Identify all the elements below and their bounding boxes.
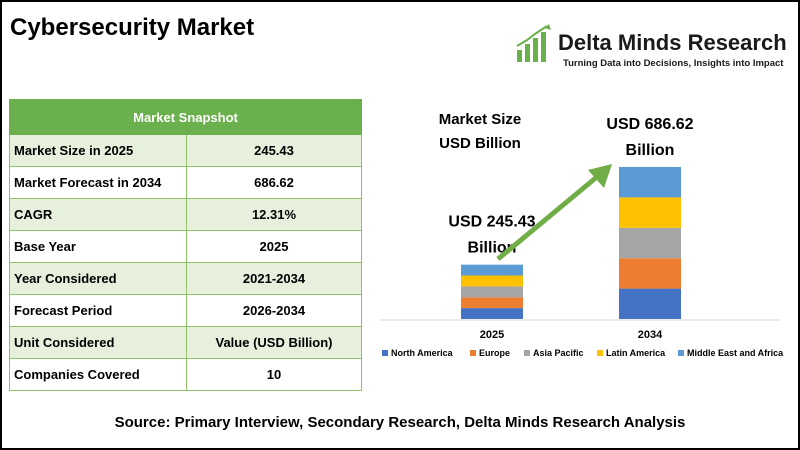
row-value: 12.31% bbox=[186, 198, 362, 231]
row-label: Base Year bbox=[9, 230, 187, 263]
bar-segment-2034-3 bbox=[619, 197, 681, 228]
row-label: Companies Covered bbox=[9, 358, 187, 391]
row-label: CAGR bbox=[9, 198, 187, 231]
table-row: Market Size in 2025 245.43 bbox=[9, 134, 362, 167]
x-tick-2025: 2025 bbox=[480, 329, 504, 341]
brand-block: Delta Minds Research Turning Data into D… bbox=[515, 20, 795, 76]
row-label: Year Considered bbox=[9, 262, 187, 295]
legend-swatch-2 bbox=[524, 350, 530, 356]
row-value: 686.62 bbox=[186, 166, 362, 199]
bar-segment-2025-2 bbox=[461, 286, 523, 298]
row-label: Unit Considered bbox=[9, 326, 187, 359]
bar-segment-2025-4 bbox=[461, 264, 523, 276]
source-note: Source: Primary Interview, Secondary Res… bbox=[114, 414, 686, 431]
legend-label-4: Middle East and Africa bbox=[687, 348, 784, 358]
row-label: Market Forecast in 2034 bbox=[9, 166, 187, 199]
legend-label-3: Latin America bbox=[606, 348, 666, 358]
row-value: 2025 bbox=[186, 230, 362, 263]
table-row: Market Forecast in 2034 686.62 bbox=[9, 166, 362, 199]
bar-segment-2025-1 bbox=[461, 297, 523, 309]
brand-tagline: Turning Data into Decisions, Insights in… bbox=[563, 58, 784, 69]
legend-swatch-4 bbox=[678, 350, 684, 356]
row-value: 245.43 bbox=[186, 134, 362, 167]
legend-swatch-1 bbox=[470, 350, 476, 356]
legend-swatch-0 bbox=[382, 350, 388, 356]
row-value: Value (USD Billion) bbox=[186, 326, 362, 359]
legend-swatch-3 bbox=[597, 350, 603, 356]
total-label-2025-line-0: USD 245.43 bbox=[448, 214, 535, 231]
bar-segment-2034-0 bbox=[619, 288, 681, 319]
row-value: 2021-2034 bbox=[186, 262, 362, 295]
growth-arrow bbox=[496, 164, 612, 261]
snapshot-header: Market Snapshot bbox=[9, 99, 362, 135]
table-row: Base Year 2025 bbox=[9, 230, 362, 263]
total-label-2034-line-1: Billion bbox=[626, 142, 675, 159]
table-row: Forecast Period 2026-2034 bbox=[9, 294, 362, 327]
legend-label-0: North America bbox=[391, 348, 454, 358]
legend-label-1: Europe bbox=[479, 348, 510, 358]
market-size-chart: Market Size USD Billion USD 245.43 Billio… bbox=[380, 111, 784, 358]
row-label: Market Size in 2025 bbox=[9, 134, 187, 167]
chart-legend: North America Europe Asia Pacific Latin Ame… bbox=[382, 348, 784, 358]
x-tick-2034: 2034 bbox=[638, 329, 663, 341]
total-label-2034-line-0: USD 686.62 bbox=[606, 116, 693, 133]
bar-segment-2034-4 bbox=[619, 166, 681, 198]
bar-growth-logo-icon bbox=[516, 24, 551, 62]
table-row: Companies Covered 10 bbox=[9, 358, 362, 391]
bar-segment-2034-1 bbox=[619, 258, 681, 289]
chart-title-line-1: Market Size bbox=[439, 111, 522, 128]
chart-title-line-2: USD Billion bbox=[439, 135, 521, 152]
brand-name: Delta Minds Research bbox=[558, 30, 787, 55]
row-label: Forecast Period bbox=[9, 294, 187, 327]
row-value: 2026-2034 bbox=[186, 294, 362, 327]
table-row: Year Considered 2021-2034 bbox=[9, 262, 362, 295]
bar-segment-2025-0 bbox=[461, 308, 523, 319]
table-row: CAGR 12.31% bbox=[9, 198, 362, 231]
market-snapshot-table: Market Snapshot Market Size in 2025 245.… bbox=[9, 99, 362, 391]
bar-segment-2025-3 bbox=[461, 275, 523, 287]
row-value: 10 bbox=[186, 358, 362, 391]
x-tick-group: 2025 2034 bbox=[480, 329, 663, 341]
page-title: Cybersecurity Market bbox=[10, 14, 255, 41]
table-row: Unit Considered Value (USD Billion) bbox=[9, 326, 362, 359]
bar-stack-group bbox=[461, 166, 681, 319]
legend-label-2: Asia Pacific bbox=[533, 348, 584, 358]
bar-segment-2034-2 bbox=[619, 227, 681, 259]
